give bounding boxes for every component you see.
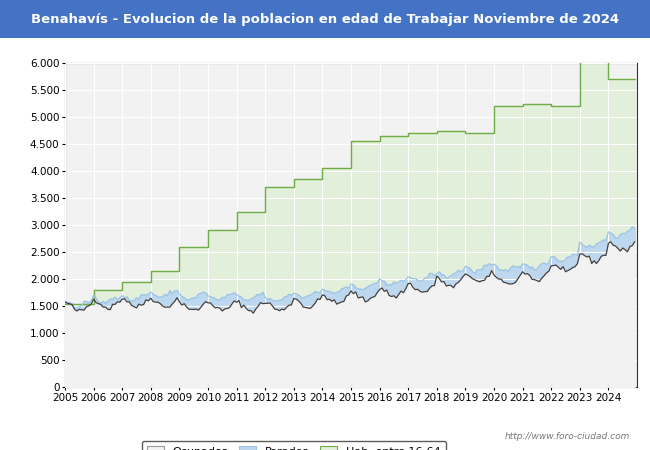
Text: http://www.foro-ciudad.com: http://www.foro-ciudad.com xyxy=(505,432,630,441)
Text: Benahavís - Evolucion de la poblacion en edad de Trabajar Noviembre de 2024: Benahavís - Evolucion de la poblacion en… xyxy=(31,13,619,26)
Legend: Ocupados, Parados, Hab. entre 16-64: Ocupados, Parados, Hab. entre 16-64 xyxy=(142,441,446,450)
